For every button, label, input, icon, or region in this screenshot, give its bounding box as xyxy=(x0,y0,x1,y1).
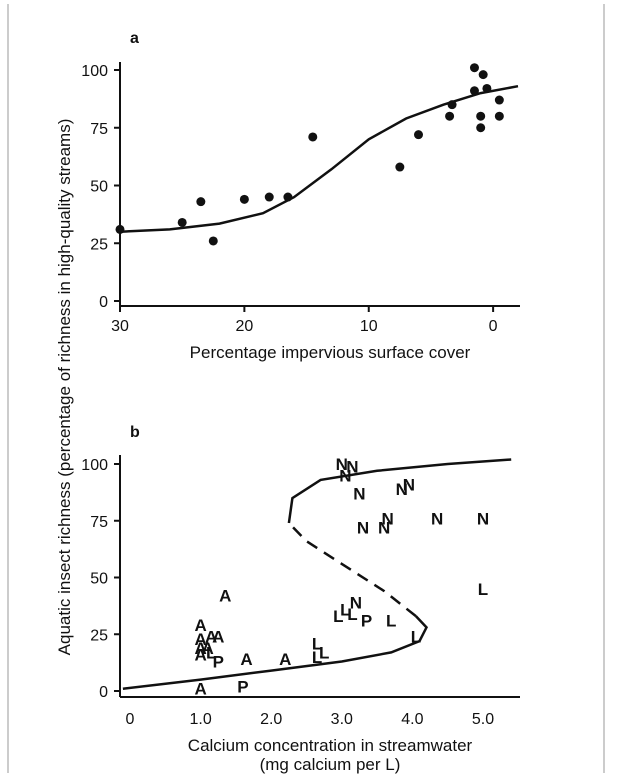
data-point-a xyxy=(196,197,206,207)
data-point-letter-L: L xyxy=(206,643,216,662)
data-point-letter-A: A xyxy=(194,639,206,658)
data-point-letter-A: A xyxy=(205,628,217,647)
y-tick-label-a: 100 xyxy=(81,63,108,80)
fit-curve-a xyxy=(119,84,519,233)
data-point-letter-A: A xyxy=(194,616,206,635)
data-point-a xyxy=(476,111,486,121)
data-point-letter-N: N xyxy=(477,509,489,528)
data-point-letter-N: N xyxy=(431,509,443,528)
y-tick-label-b: 0 xyxy=(99,684,108,701)
data-point-letter-P: P xyxy=(361,612,372,631)
x-tick-label-a: 30 xyxy=(111,318,129,335)
y-tick-label-b: 75 xyxy=(90,514,108,531)
data-point-letter-L: L xyxy=(312,634,322,653)
y-axis-title: Aquatic insect richness (percentage of r… xyxy=(55,119,74,656)
data-point-letter-A: A xyxy=(194,680,206,699)
x-axis-title-a: Percentage impervious surface cover xyxy=(190,343,471,362)
data-point-a xyxy=(447,100,457,110)
data-point-letter-N: N xyxy=(353,485,365,504)
data-point-letter-N: N xyxy=(382,509,394,528)
data-point-letter-P: P xyxy=(237,677,248,696)
data-point-a xyxy=(494,111,504,121)
x-tick-label-a: 0 xyxy=(489,318,498,335)
data-point-a xyxy=(478,70,488,80)
x-tick-label-b: 0 xyxy=(126,711,135,728)
data-point-letter-N: N xyxy=(339,466,351,485)
x-tick-label-a: 10 xyxy=(360,318,378,335)
upper-stable-branch xyxy=(287,458,512,524)
data-point-letter-N: N xyxy=(378,519,390,538)
data-point-a xyxy=(239,194,249,204)
lower-stable-branch xyxy=(122,615,429,690)
x-tick-label-b: 5.0 xyxy=(472,711,494,728)
data-point-a xyxy=(264,192,274,202)
data-point-letter-A: A xyxy=(194,630,206,649)
x-tick-label-b: 1.0 xyxy=(189,711,211,728)
y-tick-label-a: 0 xyxy=(99,294,108,311)
x-tick-label-b: 3.0 xyxy=(331,711,353,728)
y-tick-label-b: 50 xyxy=(90,571,108,588)
data-point-letter-L: L xyxy=(478,580,488,599)
data-point-letter-L: L xyxy=(312,648,322,667)
y-tick-label-a: 75 xyxy=(90,121,108,138)
data-point-letter-N: N xyxy=(396,480,408,499)
data-point-a xyxy=(469,86,479,96)
data-point-a xyxy=(445,111,455,121)
data-point-letter-N: N xyxy=(357,519,369,538)
data-point-a xyxy=(177,217,187,227)
data-point-letter-N: N xyxy=(336,455,348,474)
data-point-letter-N: N xyxy=(350,593,362,612)
data-point-letter-L: L xyxy=(411,628,421,647)
data-point-letter-A: A xyxy=(212,628,224,647)
data-point-a xyxy=(414,130,423,140)
y-tick-label-b: 25 xyxy=(90,627,108,644)
unstable-branch-dashed xyxy=(288,522,417,618)
y-tick-label-b: 100 xyxy=(81,457,108,474)
data-point-a xyxy=(115,224,125,234)
data-point-letter-A: A xyxy=(240,650,252,669)
data-point-letter-L: L xyxy=(347,605,357,624)
data-point-letter-A: A xyxy=(194,646,206,665)
data-point-letter-P: P xyxy=(213,652,224,671)
x-tick-label-a: 20 xyxy=(235,318,253,335)
x-tick-label-b: 2.0 xyxy=(260,711,282,728)
panel-label-a: a xyxy=(130,30,139,47)
data-point-a xyxy=(208,236,218,246)
data-point-a xyxy=(469,63,479,73)
data-point-letter-N: N xyxy=(403,475,415,494)
data-point-letter-L: L xyxy=(340,600,350,619)
data-point-a xyxy=(476,123,486,133)
data-point-a xyxy=(308,132,318,142)
data-point-a xyxy=(494,95,504,105)
x-axis-subtitle-b: (mg calcium per L) xyxy=(260,755,401,774)
data-point-letter-A: A xyxy=(279,650,291,669)
x-tick-label-b: 4.0 xyxy=(401,711,423,728)
y-tick-label-a: 25 xyxy=(90,236,108,253)
y-tick-label-a: 50 xyxy=(90,179,108,196)
data-point-letter-N: N xyxy=(346,457,358,476)
data-point-letter-L: L xyxy=(333,607,343,626)
data-point-letter-A: A xyxy=(219,587,231,606)
data-point-a xyxy=(283,192,293,202)
panel-label-b: b xyxy=(130,424,140,441)
data-point-a xyxy=(482,83,492,93)
data-point-letter-A: A xyxy=(202,639,214,658)
x-axis-title-b: Calcium concentration in streamwater xyxy=(188,736,473,755)
data-point-letter-L: L xyxy=(319,643,329,662)
data-point-letter-L: L xyxy=(386,612,396,631)
data-point-a xyxy=(395,162,405,172)
